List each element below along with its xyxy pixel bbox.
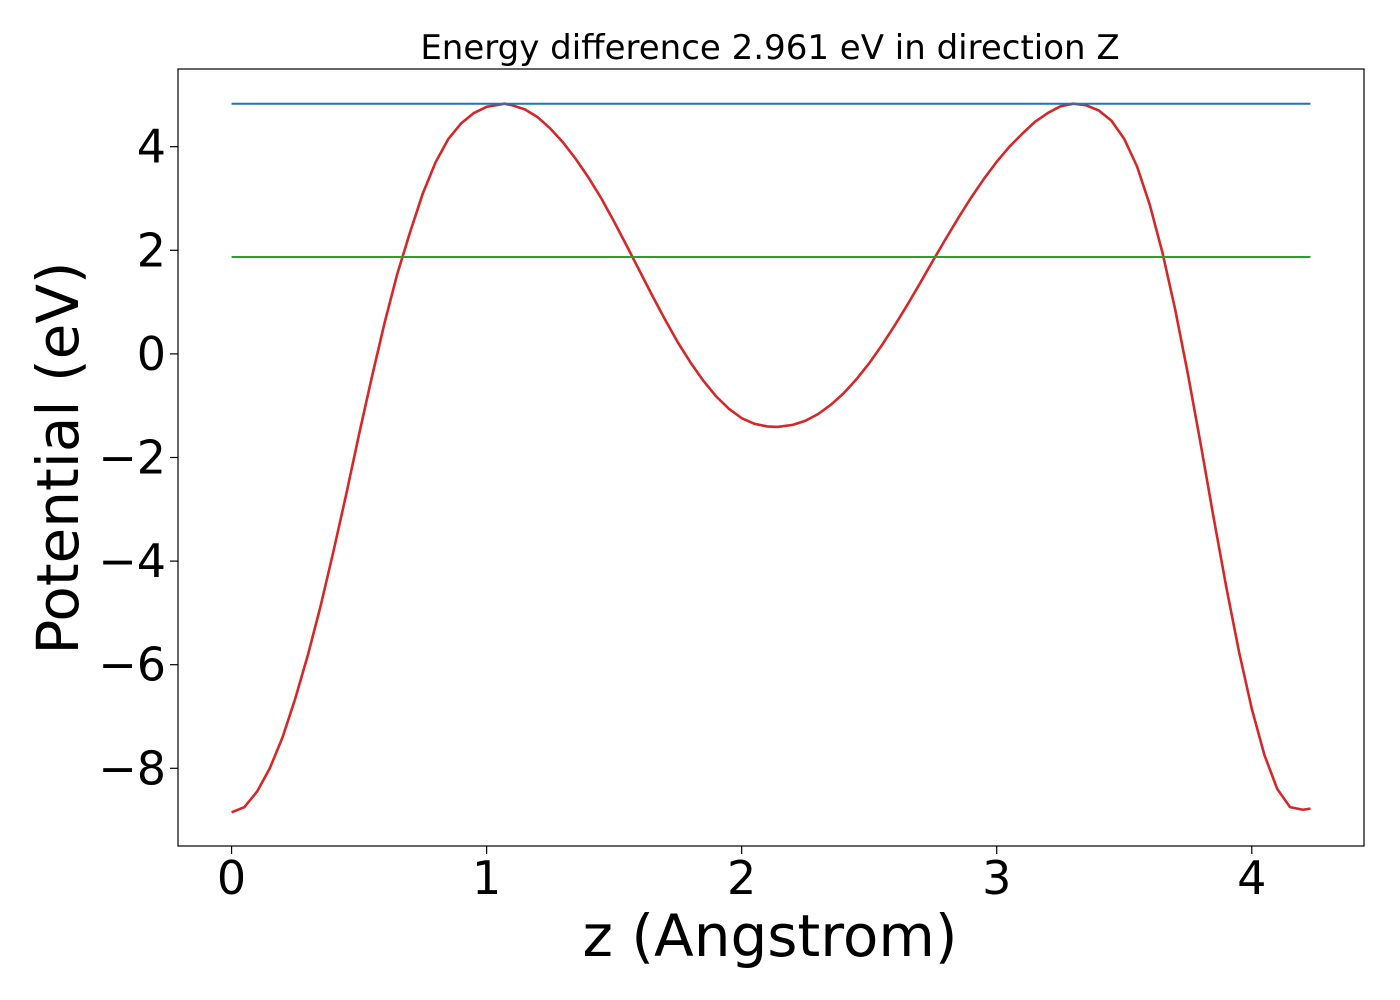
x-tick-label: 3	[982, 851, 1011, 905]
x-tick-label: 2	[727, 851, 756, 905]
series-line-1	[231, 102, 1311, 814]
y-tick-label: −6	[98, 638, 166, 692]
y-tick-label: 4	[137, 120, 166, 174]
x-tick-label: 4	[1237, 851, 1266, 905]
x-axis-ticks: 0 1 2 3 4	[217, 846, 1266, 905]
series-layer	[231, 102, 1311, 814]
y-tick-label: 0	[137, 327, 166, 381]
y-tick-label: −2	[98, 431, 166, 485]
y-tick-label: −8	[98, 741, 166, 795]
y-tick-label: 2	[137, 223, 166, 277]
x-tick-label: 0	[217, 851, 246, 905]
chart-title: Energy difference 2.961 eV in direction …	[420, 28, 1119, 68]
x-axis-label: z (Angstrom)	[583, 902, 958, 970]
y-tick-label: −4	[98, 534, 166, 588]
y-axis-ticks: −8 −6 −4 −2 0 2 4	[98, 120, 178, 795]
x-tick-label: 1	[472, 851, 501, 905]
y-axis-label: Potential (eV)	[24, 261, 92, 654]
